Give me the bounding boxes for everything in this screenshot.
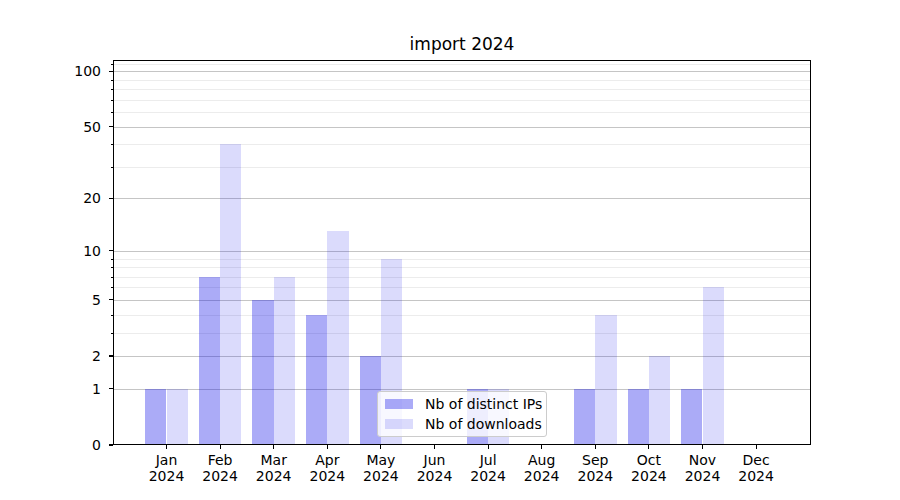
gridline-major-50 [113, 127, 811, 128]
y-minortick-7 [111, 277, 113, 278]
x-tick-jan [166, 445, 167, 449]
bar-nb-of-distinct-ips-apr [306, 315, 327, 444]
y-tick-2 [109, 355, 113, 356]
bar-nb-of-downloads-feb [220, 144, 241, 444]
gridline-minor-70 [113, 100, 811, 101]
x-tick-jul [488, 445, 489, 449]
x-tick-label-month: Dec [716, 452, 796, 468]
legend-label-downloads: Nb of downloads [425, 416, 542, 432]
bar-nb-of-distinct-ips-jan [145, 389, 166, 444]
x-tick-feb [220, 445, 221, 449]
x-tick-nov [702, 445, 703, 449]
y-tick-20 [109, 198, 113, 199]
x-tick-apr [327, 445, 328, 449]
y-minortick-80 [111, 89, 113, 90]
gridline-major-100 [113, 71, 811, 72]
y-tick-label-10: 10 [41, 242, 101, 260]
x-tick-label-dec: Dec2024 [716, 452, 796, 484]
bar-nb-of-downloads-jan [167, 389, 188, 444]
gridline-minor-60 [113, 112, 811, 113]
y-tick-10 [109, 250, 113, 251]
gridline-minor-30 [113, 167, 811, 168]
gridline-minor-40 [113, 144, 811, 145]
chart-title: import 2024 [113, 34, 811, 54]
y-minortick-6 [111, 287, 113, 288]
y-minortick-9 [111, 259, 113, 260]
legend-swatch-distinct-ips [385, 399, 413, 409]
gridline-major-10 [113, 251, 811, 252]
y-tick-50 [109, 126, 113, 127]
legend-label-distinct-ips: Nb of distinct IPs [425, 396, 542, 412]
y-minortick-8 [111, 267, 113, 268]
legend: Nb of distinct IPs Nb of downloads [377, 391, 547, 437]
x-tick-label-year: 2024 [716, 468, 796, 484]
spine-bottom [113, 444, 811, 445]
legend-item-downloads: Nb of downloads [385, 416, 546, 432]
bar-nb-of-distinct-ips-feb [199, 277, 220, 444]
figure: import 2024 0125102050100Jan2024Feb2024M… [0, 0, 900, 500]
y-tick-label-20: 20 [41, 189, 101, 207]
x-tick-sep [595, 445, 596, 449]
gridline-minor-8 [113, 267, 811, 268]
spine-left [113, 60, 114, 445]
spine-right [810, 60, 811, 445]
y-minortick-40 [111, 144, 113, 145]
gridline-minor-80 [113, 89, 811, 90]
plot-area [113, 60, 811, 445]
gridline-major-20 [113, 198, 811, 199]
bar-nb-of-distinct-ips-nov [681, 389, 702, 444]
x-tick-jun [434, 445, 435, 449]
y-tick-0 [109, 444, 113, 445]
bar-nb-of-downloads-apr [327, 231, 348, 444]
bar-nb-of-downloads-nov [703, 287, 724, 444]
x-tick-oct [648, 445, 649, 449]
bar-nb-of-distinct-ips-oct [628, 389, 649, 444]
y-tick-label-0: 0 [41, 436, 101, 454]
gridline-minor-9 [113, 259, 811, 260]
y-tick-label-1: 1 [41, 380, 101, 398]
bar-nb-of-distinct-ips-mar [252, 300, 273, 444]
y-tick-label-5: 5 [41, 291, 101, 309]
y-minortick-110 [111, 64, 113, 65]
y-minortick-60 [111, 112, 113, 113]
bar-nb-of-downloads-sep [595, 315, 616, 444]
x-tick-aug [541, 445, 542, 449]
legend-item-distinct-ips: Nb of distinct IPs [385, 396, 546, 412]
y-minortick-70 [111, 100, 113, 101]
bar-nb-of-downloads-mar [274, 277, 295, 444]
bar-nb-of-downloads-oct [649, 356, 670, 444]
gridline-minor-90 [113, 80, 811, 81]
y-tick-1 [109, 388, 113, 389]
legend-swatch-downloads [385, 419, 413, 429]
x-tick-mar [273, 445, 274, 449]
y-tick-label-100: 100 [41, 62, 101, 80]
x-tick-dec [756, 445, 757, 449]
y-minortick-30 [111, 167, 113, 168]
y-tick-label-2: 2 [41, 347, 101, 365]
y-minortick-90 [111, 80, 113, 81]
y-minortick-3 [111, 333, 113, 334]
y-tick-100 [109, 71, 113, 72]
y-minortick-4 [111, 315, 113, 316]
gridline-minor-110 [113, 64, 811, 65]
x-tick-may [380, 445, 381, 449]
y-tick-label-50: 50 [41, 118, 101, 136]
bar-nb-of-distinct-ips-sep [574, 389, 595, 444]
spine-top [113, 60, 811, 61]
y-tick-5 [109, 299, 113, 300]
